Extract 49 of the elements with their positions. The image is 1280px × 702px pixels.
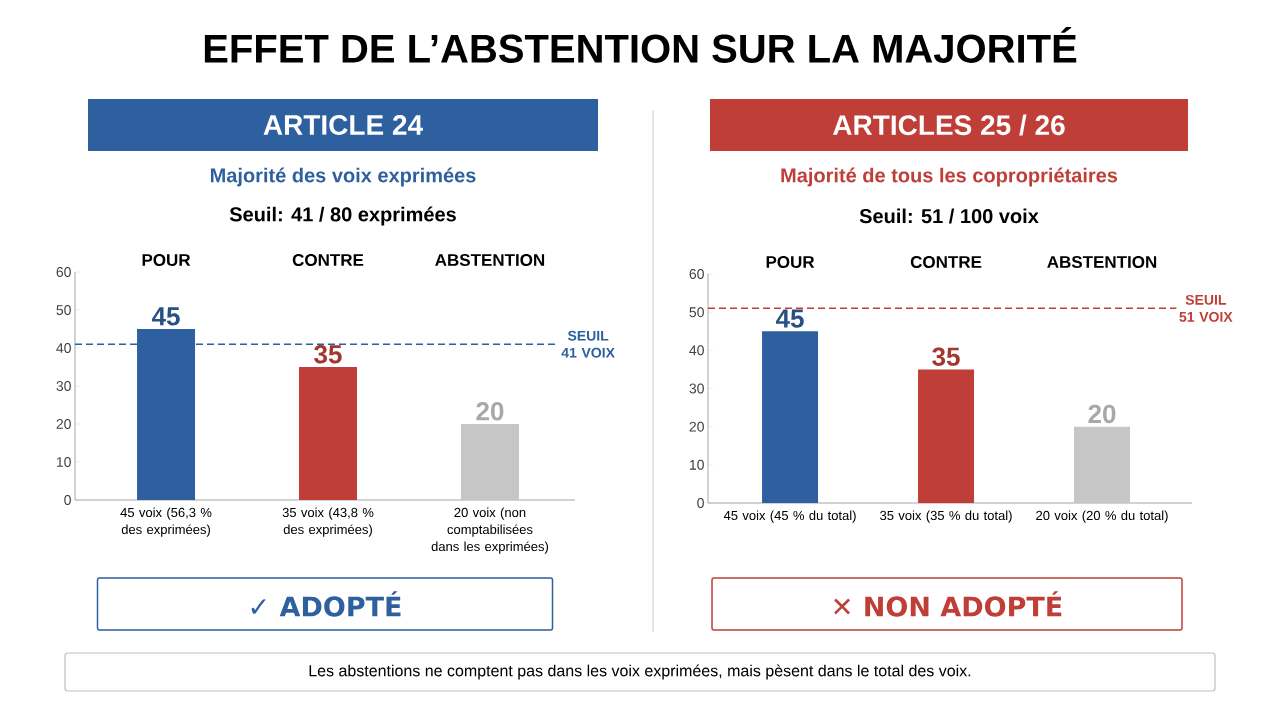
y-tick-label: 10: [56, 457, 71, 467]
y-tick-label: 60: [689, 269, 704, 279]
chart-subtitle: Majorité de tous les copropriétaires: [781, 167, 1118, 187]
data-label: 20: [476, 402, 504, 421]
y-tick-label: 30: [689, 383, 704, 394]
text: 35 voix (35 % du total): [880, 510, 1012, 523]
bar: [762, 331, 819, 503]
bar: [299, 367, 357, 500]
chart-title: ARTICLE 24: [263, 115, 423, 135]
y-tick-label: 10: [689, 459, 704, 470]
y-tick-label: 0: [64, 495, 71, 505]
y-tick-label: 50: [56, 305, 71, 315]
x-tick-label: POUR: [142, 253, 191, 267]
text: 35 voix (43,8 % des exprimées): [282, 507, 374, 537]
y-tick-label: 60: [56, 267, 71, 277]
text: 45 voix (56,3 % des exprimées): [120, 507, 212, 537]
x-tick-label: CONTRE: [292, 253, 364, 267]
text: ✕ NON ADOPTÉ: [834, 591, 1062, 617]
data-label: 35: [932, 347, 960, 366]
data-label: 35: [314, 345, 342, 364]
x-tick-label: ABSTENTION: [435, 253, 545, 267]
text: 20 voix (non comptabilisées dans les exprimées): [431, 507, 549, 554]
text: Les abstentions ne comptent pas dans les voix exprimées, mais pèsent dans le total des voix.: [309, 664, 971, 680]
ref-line-label: SEUIL 41 VOIX: [561, 330, 615, 358]
y-tick-label: 20: [56, 419, 71, 429]
text: 45 voix (45 % du total): [723, 510, 856, 523]
x-tick-label: ABSTENTION: [1047, 255, 1157, 269]
ref-line-label: SEUIL 51 VOIX: [1179, 294, 1233, 322]
text: EFFET DE L’ABSTENTION SUR LA MAJORITÉ: [204, 27, 1077, 63]
y-tick-label: 0: [697, 498, 704, 508]
data-label: 45: [775, 309, 804, 328]
y-tick-label: 30: [56, 381, 71, 391]
text: Seuil: 51 / 100 voix: [859, 208, 1039, 224]
bar: [460, 424, 519, 500]
text: 20 voix (20 % du total): [1036, 510, 1168, 523]
y-tick-label: 40: [56, 343, 71, 353]
data-label: 20: [1088, 404, 1116, 424]
x-tick-label: POUR: [766, 255, 815, 269]
chart-subtitle: Majorité des voix exprimées: [210, 167, 476, 187]
y-tick-label: 40: [689, 345, 704, 356]
bar: [918, 369, 975, 503]
bar: [1074, 426, 1131, 503]
text: ✓ ADOPTÉ: [251, 591, 401, 617]
data-label: 45: [151, 307, 180, 326]
text: Seuil: 41 / 80 exprimées: [229, 206, 456, 226]
chart-title: ARTICLES 25 / 26: [833, 114, 1065, 136]
x-tick-label: CONTRE: [910, 255, 982, 269]
y-tick-label: 20: [689, 421, 704, 432]
y-tick-label: 50: [689, 307, 704, 318]
